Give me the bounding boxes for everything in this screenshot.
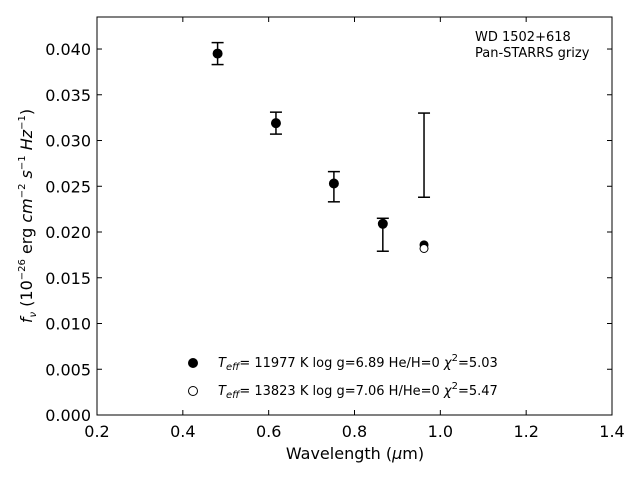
legend-marker-filled [188, 358, 198, 368]
x-tick-label: 0.2 [84, 422, 109, 441]
y-tick-label: 0.015 [45, 269, 91, 288]
observed-point [377, 218, 388, 229]
x-tick-label: 0.8 [342, 422, 367, 441]
observed-point [212, 48, 223, 59]
y-axis-label: fν (10−26 erg cm−2 s−1 Hz−1) [17, 109, 39, 323]
annotation-line-2: Pan-STARRS grizy [475, 46, 590, 61]
legend-marker-open [188, 386, 198, 396]
error-bars [211, 41, 431, 252]
axis-ticks: 0.2 0.4 0.6 0.8 1.0 1.2 1.4 0.000 0.005 0.010 0.01… [45, 17, 625, 441]
x-axis-label: Wavelength (μm) [286, 444, 424, 463]
y-tick-label: 0.035 [45, 86, 91, 105]
y-tick-label: 0.040 [45, 40, 91, 59]
y-tick-label: 0.020 [45, 223, 91, 242]
y-tick-label: 0.005 [45, 360, 91, 379]
x-tick-label: 0.4 [170, 422, 195, 441]
legend-entry-1: Teff= 11977 K log g=6.89 He/H=0 χ2=5.03 [218, 353, 498, 373]
y-tick-label: 0.010 [45, 315, 91, 334]
model-point-open [419, 243, 429, 253]
observed-point [328, 178, 339, 189]
y-tick-label: 0.030 [45, 132, 91, 151]
x-tick-label: 1.0 [428, 422, 453, 441]
y-tick-label: 0.000 [45, 406, 91, 425]
x-tick-label: 0.6 [256, 422, 281, 441]
observed-point [270, 118, 281, 129]
legend: Teff= 11977 K log g=6.89 He/H=0 χ2=5.03 … [188, 353, 498, 401]
x-tick-label: 1.4 [599, 422, 624, 441]
x-tick-label: 1.2 [513, 422, 538, 441]
data-points [212, 48, 429, 253]
annotation-line-1: WD 1502+618 [475, 30, 571, 45]
legend-entry-2: Teff= 13823 K log g=7.06 H/He=0 χ2=5.47 [218, 381, 498, 401]
y-tick-label: 0.025 [45, 177, 91, 196]
